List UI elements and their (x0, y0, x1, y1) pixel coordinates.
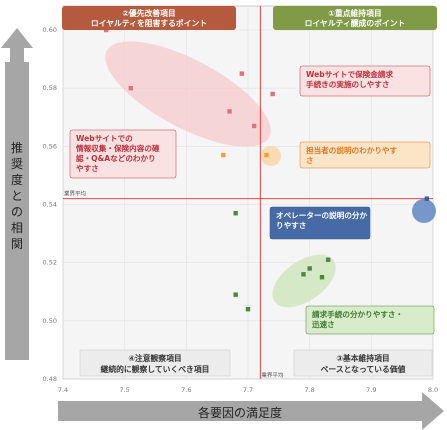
y-axis-arrow (1, 28, 33, 360)
tick-labels: 7.4 7.5 7.6 7.7 7.8 7.9 8.0 0.48 0.50 0.52 0.54 0.5… (43, 26, 439, 394)
data-point (128, 85, 134, 91)
x-axis-arrow (58, 392, 444, 430)
data-point (233, 211, 238, 216)
annotation-text: やすさ (76, 163, 99, 173)
average-label-x: 業界平均 (261, 371, 284, 379)
data-point (227, 109, 232, 114)
data-point (239, 71, 245, 76)
annotation-text: Webサイトでの (76, 134, 133, 143)
data-point (301, 272, 306, 277)
y-axis-title-char: 相 (11, 221, 23, 235)
y-axis-title-char: 推 (11, 141, 23, 155)
quadrant-title-bottom-left: ④注意観察項目 (128, 353, 181, 363)
data-point (221, 152, 226, 158)
quadrant-title-top-right: ①重点維持項目 (328, 8, 381, 18)
data-points (103, 27, 430, 312)
quadrant-box-top-left (62, 6, 236, 30)
annotation-text: オペレーターの説明の分か (276, 210, 368, 220)
y-axis-title-char: の (11, 205, 23, 219)
annotation-box (299, 141, 431, 169)
x-axis-title: 各要因の満足度 (198, 405, 282, 420)
data-point (424, 196, 430, 201)
x-tick-label: 7.9 (366, 386, 376, 394)
annotation-box (269, 206, 371, 240)
x-tick-label: 8.0 (428, 386, 438, 394)
data-point (251, 123, 257, 129)
data-point (264, 152, 269, 158)
annotation-text: 担当者の説明のわかりやす (306, 145, 398, 155)
data-point (325, 257, 331, 262)
x-tick-label: 7.7 (243, 386, 253, 394)
y-axis-title-char: 度 (11, 172, 23, 187)
y-axis-title: 推奨度との相関 (11, 141, 23, 251)
data-point (233, 292, 238, 297)
annotation-text: Webサイトで保険金請求 (306, 69, 393, 79)
highlight-web-area (105, 41, 271, 147)
highlight-staff-area (261, 146, 281, 166)
y-tick-label: 0.60 (43, 26, 57, 34)
y-axis-title-char: 奨 (11, 157, 23, 171)
annotation-text: 認・Q&Aなどのわかり (76, 153, 156, 163)
y-tick-label: 0.58 (43, 84, 57, 92)
annotation-box (299, 65, 431, 97)
highlight-operator-area (412, 199, 436, 223)
quadrant-box-bottom-right (293, 349, 433, 377)
data-point (307, 266, 312, 271)
quadrant-box-bottom-left (79, 349, 231, 377)
y-axis-title-char: 関 (11, 237, 23, 251)
y-axis-title-char: と (11, 189, 23, 203)
quadrant-title-bottom-right: ③基本維持項目 (336, 353, 389, 363)
quadrant-subtitle-top-right: ロイヤルティ醸成のポイント (305, 18, 406, 28)
highlight-shapes (105, 41, 436, 308)
quadrant-box-top-right (273, 6, 437, 30)
annotation-text: りやすさ (276, 220, 306, 230)
annotation-text: 請求手続の分かりやすさ・ (312, 309, 403, 319)
y-tick-label: 0.50 (43, 317, 57, 325)
data-point (270, 91, 275, 97)
annotation-box (69, 129, 177, 179)
data-point (319, 275, 325, 280)
annotation-text: 情報収集・保険内容の確 (76, 143, 160, 153)
annotation-text: さ (306, 156, 314, 165)
x-tick-label: 7.6 (181, 386, 191, 394)
annotation-text: 迅速さ (312, 319, 335, 329)
quadrant-subtitle-top-left: ロイヤルティを阻害するポイント (91, 18, 207, 28)
annotation-box (305, 305, 435, 335)
annotation-text: 手続きの実施のしやすさ (306, 79, 389, 89)
y-tick-label: 0.56 (43, 142, 57, 150)
x-tick-label: 7.4 (58, 386, 68, 394)
y-tick-label: 0.52 (43, 259, 57, 267)
average-label-y: 業界平均 (64, 190, 87, 198)
quadrant-subtitle-bottom-right: ベースとなっている価値 (321, 364, 406, 374)
highlight-claim-area (272, 254, 336, 308)
quadrant-title-top-left: ②優先改善項目 (122, 8, 175, 18)
x-tick-label: 7.8 (304, 386, 314, 394)
y-tick-label: 0.48 (43, 375, 57, 383)
data-point (245, 307, 251, 312)
quadrant-subtitle-bottom-left: 継続的に観察していくべき項目 (101, 364, 210, 374)
y-tick-label: 0.54 (43, 201, 57, 209)
x-tick-label: 7.5 (119, 386, 129, 394)
